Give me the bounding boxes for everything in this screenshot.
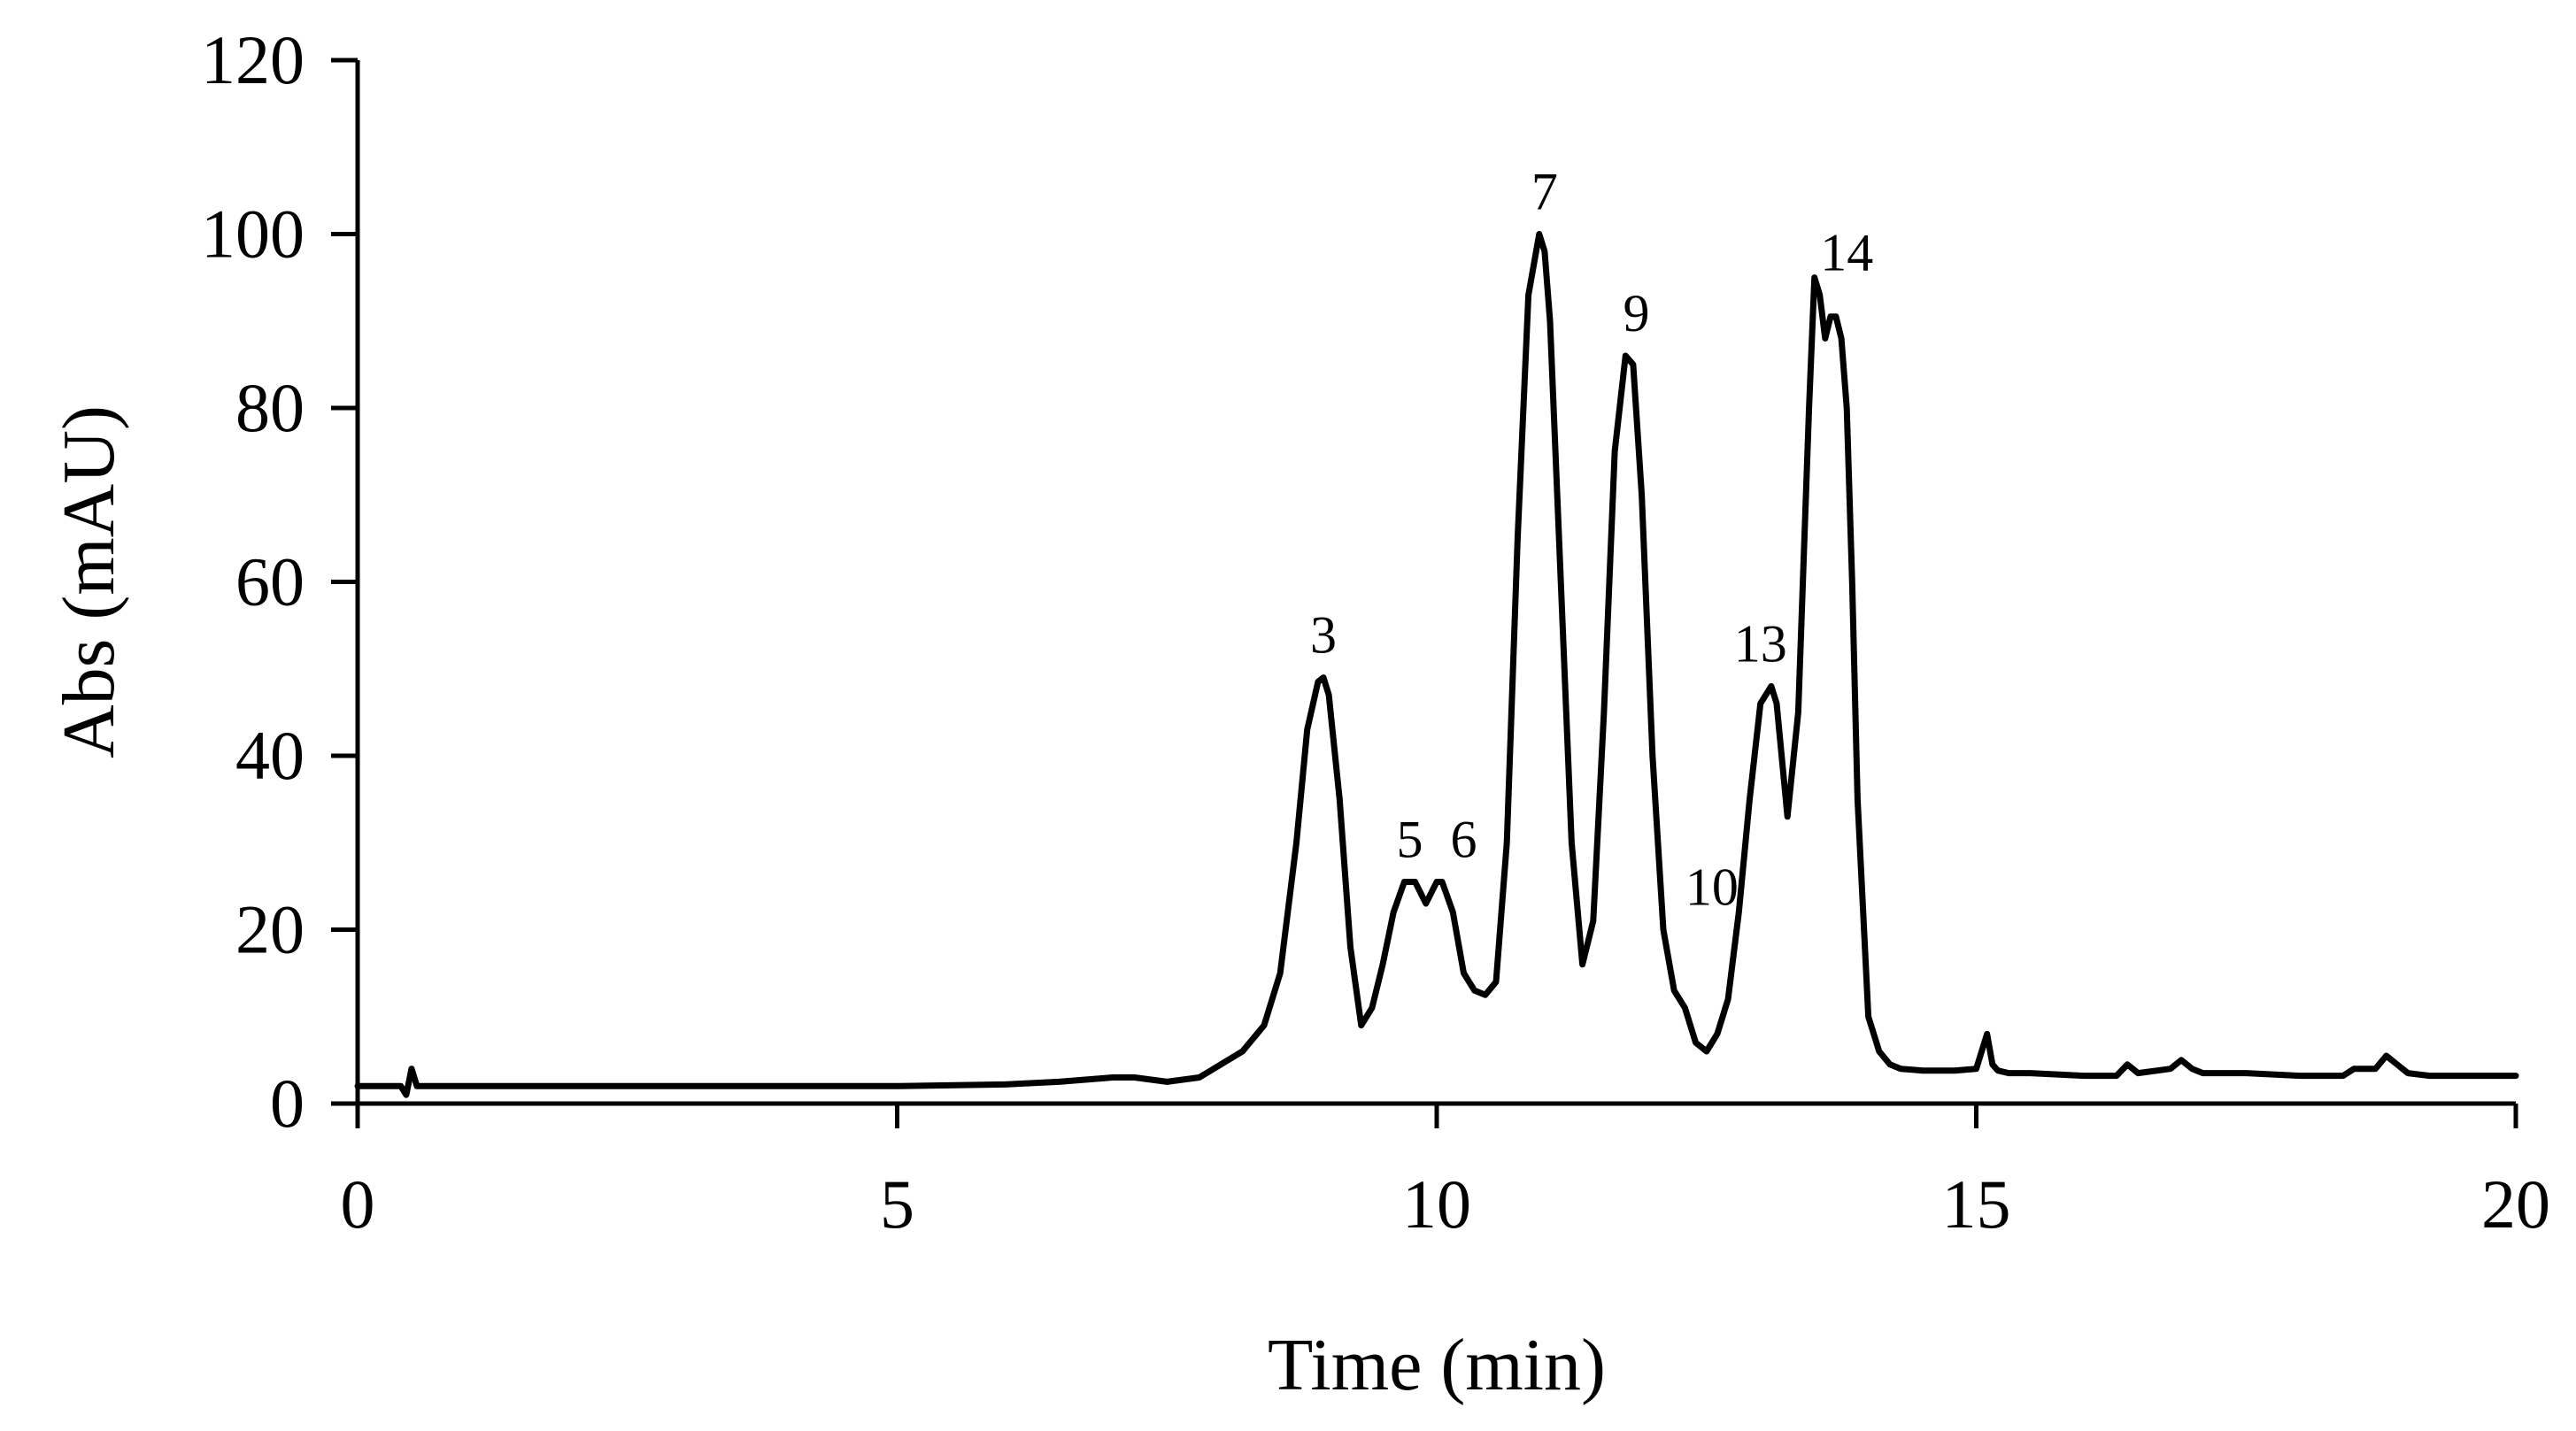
x-tick-label: 5 <box>880 1166 914 1243</box>
peak-label: 6 <box>1450 810 1477 868</box>
peak-label: 9 <box>1623 284 1650 342</box>
x-tick-label: 0 <box>341 1166 375 1243</box>
annotation-layer: 3 5 6 7 9 10 13 14 <box>1310 163 1873 917</box>
axes-layer: 0 20 40 60 80 100 120 0 5 10 15 20 <box>201 21 2550 1243</box>
y-tick-label: 20 <box>235 891 305 968</box>
x-tick-label: 20 <box>2481 1166 2550 1243</box>
y-tick-label: 0 <box>270 1065 305 1142</box>
y-axis-title: Abs (mAU) <box>48 405 130 758</box>
x-axis-title: Time (min) <box>1268 1324 1606 1406</box>
peak-label: 14 <box>1820 223 1873 281</box>
peak-label: 7 <box>1531 163 1558 221</box>
peak-label: 5 <box>1397 810 1423 868</box>
peak-label: 10 <box>1685 858 1739 917</box>
peak-label: 3 <box>1310 606 1337 665</box>
y-tick-label: 100 <box>201 196 305 273</box>
y-tick-label: 40 <box>235 717 305 794</box>
peak-label: 13 <box>1734 614 1787 673</box>
x-tick-label: 10 <box>1402 1166 1471 1243</box>
y-tick-label: 120 <box>201 21 305 98</box>
y-tick-label: 60 <box>235 543 305 620</box>
y-tick-label: 80 <box>235 369 305 446</box>
data-layer <box>354 231 2519 1098</box>
series-line <box>354 231 2519 1098</box>
x-tick-label: 15 <box>1942 1166 2011 1243</box>
